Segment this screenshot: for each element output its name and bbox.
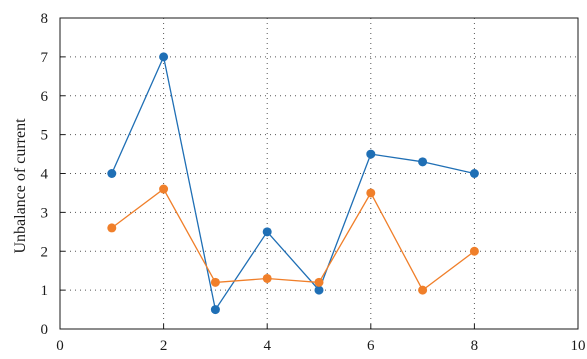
data-point: [418, 285, 428, 295]
series-1: [107, 52, 479, 315]
x-tick-label: 2: [160, 338, 168, 354]
y-tick-label: 6: [41, 89, 49, 105]
y-axis-label: Unbalance of current: [12, 118, 29, 254]
x-tick-label: 0: [56, 338, 64, 354]
data-point: [366, 188, 376, 198]
y-tick-label: 2: [41, 244, 49, 260]
data-point: [159, 184, 169, 194]
y-tick-label: 8: [41, 11, 49, 27]
y-tick-label: 1: [41, 283, 49, 299]
series-2: [107, 184, 479, 295]
x-tick-label: 10: [571, 338, 586, 354]
data-point: [469, 169, 479, 178]
data-point: [107, 223, 117, 233]
data-point: [314, 285, 324, 295]
series-line: [111, 188, 475, 292]
x-tick-label: 6: [367, 338, 375, 354]
data-point: [469, 246, 479, 256]
x-tick-label: 8: [471, 338, 479, 354]
data-point: [210, 277, 220, 287]
y-tick-label: 3: [41, 205, 49, 221]
data-point: [210, 305, 220, 315]
x-tick-label: 4: [263, 338, 271, 354]
data-point: [262, 227, 272, 237]
data-point: [314, 277, 324, 287]
y-tick-label: 4: [41, 167, 49, 183]
series-line: [111, 54, 475, 312]
data-point: [159, 52, 169, 62]
y-tick-label: 7: [41, 50, 49, 66]
data-point: [418, 157, 428, 167]
y-tick-label: 5: [41, 128, 49, 144]
y-tick-label: 0: [41, 322, 49, 338]
data-point: [107, 169, 117, 178]
plot-series: [107, 52, 479, 315]
data-point: [262, 273, 272, 283]
data-point: [366, 149, 376, 159]
axis-ticks: 0 2 4 6 8 10 0 1 2 3 4 5 6 7 8: [41, 11, 586, 354]
